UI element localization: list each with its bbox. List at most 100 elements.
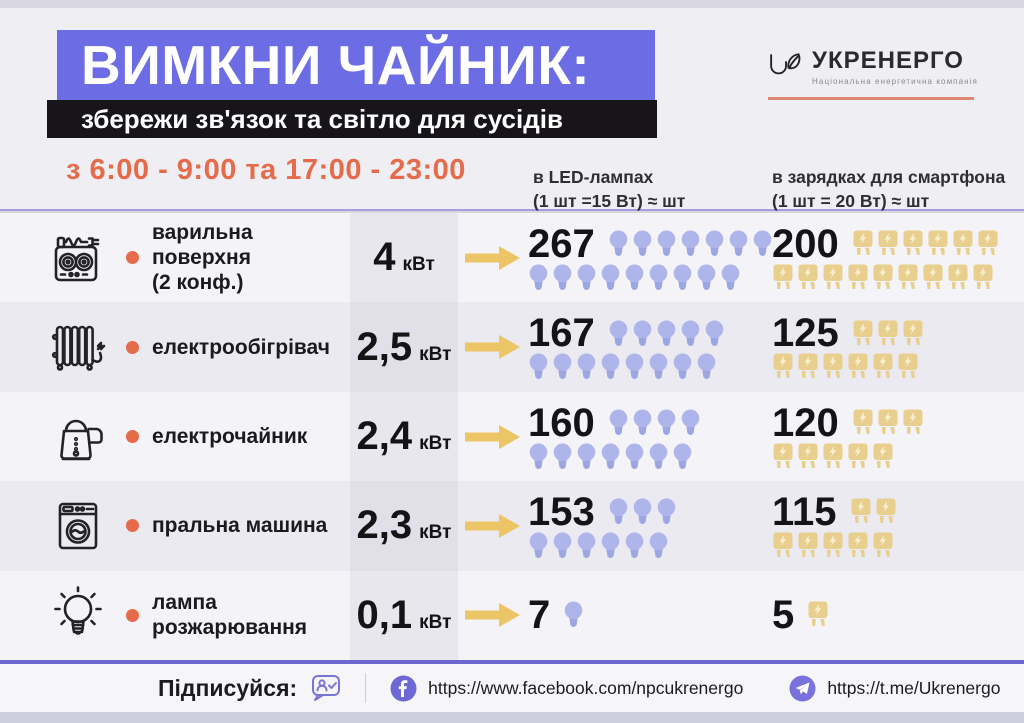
arrow-icon [465,424,520,449]
washing-machine-icon [46,494,110,558]
led-bulb-pictogram [625,443,644,469]
led-equivalent-cell: 267 [528,213,772,302]
charger-pictogram [898,264,918,289]
led-bulb-pictogram [697,353,716,380]
led-bulb-pictogram [553,532,572,558]
charger-pictogram [873,532,893,557]
power-cell: 2,3 кВт [350,481,458,571]
led-bulb-pictogram [625,532,644,558]
charger-pictogram [848,264,868,289]
heater-icon [46,315,110,379]
charger-count: 200 [772,221,839,266]
page-subtitle: збережи зв'язок та світло для сусідів [47,100,657,138]
bullet-icon [126,251,139,265]
charger-equivalent-cell: 5 [768,571,1024,660]
led-bulb-pictogram [625,264,644,290]
table-row: лампа розжарювання 0,1 кВт 7 [0,570,1024,661]
charger-pictogram [878,409,898,435]
facebook-url[interactable]: https://www.facebook.com/npcukrenergo [428,677,744,698]
telegram-link[interactable]: https://t.me/Ukrenergo [789,675,1000,702]
led-bulb-pictogram [625,353,644,380]
charger-equivalent-cell: 125 [768,302,1024,391]
telegram-url[interactable]: https://t.me/Ukrenergo [827,677,1001,698]
led-bulb-pictogram [609,409,628,436]
led-bulb-pictogram [553,443,572,469]
charger-pictogram [923,264,943,289]
charger-pictogram [823,443,843,468]
led-bulb-pictogram [633,230,652,257]
telegram-icon[interactable] [789,675,816,702]
charger-pictogram [873,353,893,379]
led-bulb-pictogram [577,353,596,380]
logo-name: УКРЕНЕРГО [812,46,964,74]
charger-pictogram [808,601,828,627]
charger-pictogram [853,230,873,256]
column-header-led: в LED-лампах (1 шт =15 Вт) ≈ шт [533,167,686,211]
led-bulb-pictogram [729,230,748,257]
time-range: з 6:00 - 9:00 та 17:00 - 23:00 [66,154,466,186]
charger-pictogram [903,320,923,345]
led-equivalent-cell: 153 [528,481,768,570]
charger-pictogram [798,264,818,289]
column-header-charger: в зарядках для смартфона (1 шт = 20 Вт) … [772,167,1006,211]
charger-pictogram [773,532,793,557]
charger-pictogram [823,532,843,557]
led-equivalent-cell: 167 [528,302,768,391]
table-row: електрообігрівач 2,5 кВт 167 [0,302,1024,392]
led-bulb-pictogram [657,320,676,346]
led-bulb-pictogram [705,230,724,257]
logo-underline [768,97,974,100]
footer-separator [0,660,1024,664]
ukrenergo-logo-icon [770,53,801,75]
led-bulb-pictogram [601,443,620,469]
led-equivalent-cell: 7 [528,571,768,660]
bullet-icon [126,430,139,444]
led-bulb-pictogram [564,601,583,628]
led-bulb-pictogram [577,264,596,290]
led-bulb-pictogram [649,264,668,290]
arrow-icon [465,245,520,270]
charger-count: 115 [772,489,837,534]
led-bulb-pictogram [633,409,652,436]
footer-divider [365,673,367,703]
led-bulb-pictogram [529,443,548,469]
charger-pictogram [876,498,896,524]
led-bulb-pictogram [529,353,548,380]
led-count: 153 [528,489,595,534]
led-bulb-pictogram [673,264,692,290]
led-bulb-pictogram [657,230,676,257]
facebook-link[interactable]: https://www.facebook.com/npcukrenergo [390,675,743,702]
appliance-label: електрочайник [152,424,308,448]
follow-badge-icon [311,674,341,702]
appliance-label: варильна поверхня (2 конф.) [152,220,253,295]
table-row: електрочайник 2,4 кВт 160 [0,391,1024,482]
footer: Підписуйся: https://www.facebook.com/npc… [0,664,1024,712]
charger-equivalent-cell: 200 [768,213,1024,302]
power-cell: 4 кВт [350,213,458,303]
power-cell: 2,5 кВт [350,302,458,392]
led-bulb-pictogram [553,264,572,290]
table-row: варильна поверхня (2 конф.) 4 кВт 267 [0,213,1024,303]
led-count: 167 [528,311,595,356]
bottom-strip [0,712,1024,723]
charger-pictogram [823,264,843,289]
led-bulb-pictogram [577,532,596,558]
led-bulb-pictogram [657,409,676,436]
charger-pictogram [898,353,918,379]
charger-pictogram [848,532,868,557]
charger-pictogram [928,230,948,256]
charger-count: 120 [772,400,839,445]
charger-count: 5 [772,592,795,637]
charger-pictogram [848,353,868,379]
charger-pictogram [878,230,898,256]
power-cell: 0,1 кВт [350,570,458,661]
led-bulb-pictogram [601,264,620,290]
charger-pictogram [851,498,871,524]
led-bulb-pictogram [649,353,668,380]
kettle-icon [46,405,110,469]
led-bulb-pictogram [529,532,548,558]
led-count: 267 [528,221,595,266]
facebook-icon[interactable] [390,675,417,702]
charger-equivalent-cell: 115 [768,481,1024,570]
led-bulb-pictogram [633,498,652,525]
